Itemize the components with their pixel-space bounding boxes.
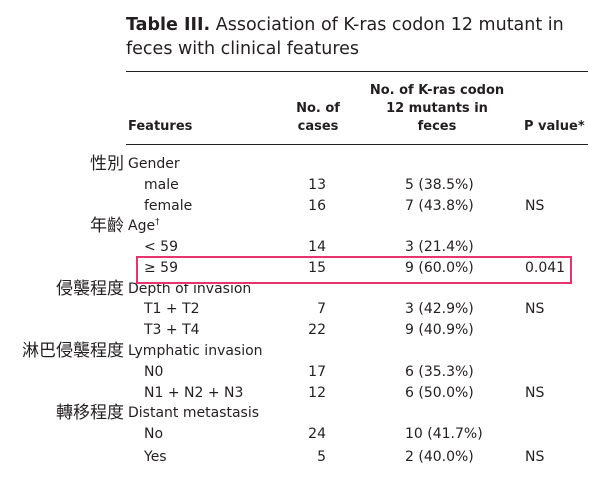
row-cases: 5 (317, 449, 326, 465)
header-rule (126, 144, 588, 145)
row-mutants: 9 (60.0%) (405, 260, 474, 276)
annotation-lymphatic: 淋巴侵襲程度 (22, 341, 124, 361)
age-footnote-mark: † (155, 217, 160, 228)
row-cases: 24 (308, 426, 326, 442)
table-title: Association of K-ras codon 12 mutant in … (126, 15, 564, 59)
row-mutants: 7 (43.8%) (405, 198, 474, 214)
header-features: Features (128, 119, 193, 134)
annotation-depth: 侵襲程度 (56, 279, 124, 299)
row-mutants: 6 (35.3%) (405, 364, 474, 380)
row-cases: 7 (317, 301, 326, 317)
row-label: female (144, 198, 193, 214)
row-cases: 13 (308, 177, 326, 193)
header-cases: No. of cases (296, 101, 340, 134)
row-label: No (144, 426, 164, 442)
annotation-distant: 轉移程度 (56, 403, 124, 423)
group-age: Age† (128, 217, 160, 234)
row-cases: 14 (308, 239, 326, 255)
row-mutants: 10 (41.7%) (405, 426, 483, 442)
row-cases: 12 (308, 385, 326, 401)
row-cases: 16 (308, 198, 326, 214)
row-label: T3 + T4 (144, 322, 200, 338)
group-distant: Distant metastasis (128, 405, 260, 421)
row-label: < 59 (144, 239, 178, 255)
row-label: Yes (144, 449, 167, 465)
group-depth: Depth of invasion (128, 281, 252, 297)
row-mutants: 2 (40.0%) (405, 449, 474, 465)
row-label: N1 + N2 + N3 (144, 385, 244, 401)
top-rule (126, 71, 588, 72)
row-pvalue: NS (525, 449, 545, 465)
row-label: N0 (144, 364, 164, 380)
header-pvalue: P value* (524, 119, 585, 134)
annotation-gender: 性別 (90, 154, 124, 174)
row-label: male (144, 177, 179, 193)
table-number: Table III. (126, 15, 211, 35)
row-cases: 17 (308, 364, 326, 380)
table-caption: Table III. Association of K-ras codon 12… (126, 13, 588, 61)
row-mutants: 3 (42.9%) (405, 301, 474, 317)
annotation-age: 年齡 (90, 216, 124, 236)
row-label: T1 + T2 (144, 301, 200, 317)
row-cases: 22 (308, 322, 326, 338)
group-lymphatic: Lymphatic invasion (128, 343, 263, 359)
group-gender: Gender (128, 156, 180, 172)
highlight-box (136, 256, 572, 284)
row-pvalue: NS (525, 301, 545, 317)
header-mutants: No. of K-ras codon 12 mutants in feces (369, 83, 505, 134)
row-mutants: 9 (40.9%) (405, 322, 474, 338)
row-pvalue: NS (525, 385, 545, 401)
row-label: ≥ 59 (144, 260, 178, 276)
row-pvalue: NS (525, 198, 545, 214)
row-mutants: 3 (21.4%) (405, 239, 474, 255)
row-cases: 15 (308, 260, 326, 276)
row-pvalue: 0.041 (525, 260, 566, 276)
row-mutants: 6 (50.0%) (405, 385, 474, 401)
row-mutants: 5 (38.5%) (405, 177, 474, 193)
